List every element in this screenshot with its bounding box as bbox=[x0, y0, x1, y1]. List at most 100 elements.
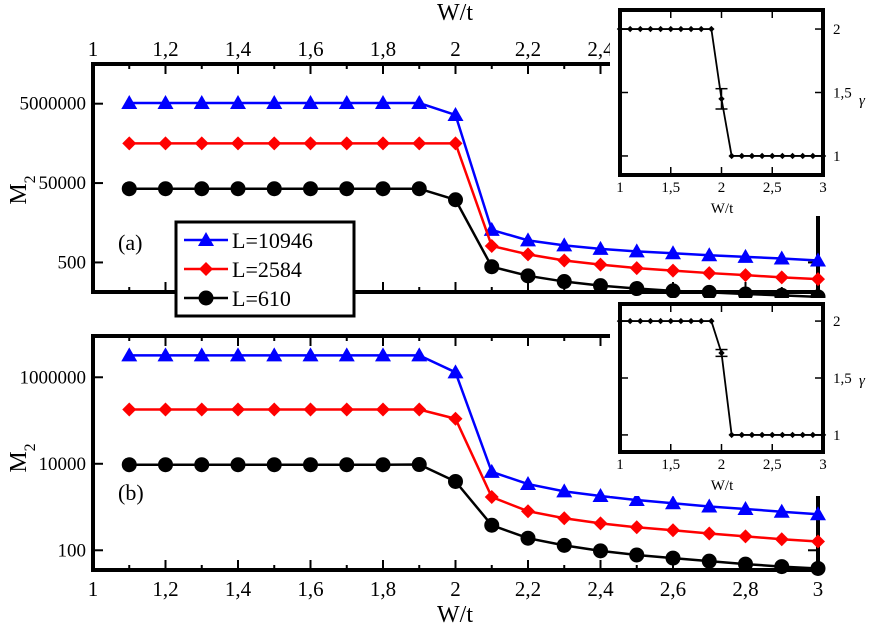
inset-b: 1 1,5 2 2,5 3 2 1,5 1 W/t γ bbox=[610, 298, 872, 496]
panel-b-xtick-label: 3 bbox=[813, 577, 824, 601]
inset-a-point bbox=[667, 25, 674, 33]
panel-a-point bbox=[121, 95, 138, 110]
panel-b-xtick-label: 2,2 bbox=[515, 577, 541, 601]
inset-b-point bbox=[657, 317, 664, 325]
panel-b-point bbox=[773, 503, 790, 518]
panel-b-series bbox=[121, 347, 826, 576]
panel-b-point bbox=[520, 476, 536, 491]
inset-b-point bbox=[819, 431, 827, 439]
panel-a-point bbox=[338, 95, 355, 110]
legend: L=10946 L=2584 L=610 bbox=[174, 220, 356, 318]
panel-a-point bbox=[737, 248, 754, 263]
panel-b-point bbox=[557, 511, 572, 526]
panel-b-point bbox=[158, 457, 173, 473]
panel-a-point bbox=[339, 181, 355, 197]
panel-a-point bbox=[738, 286, 753, 302]
panel-a-point bbox=[158, 136, 173, 151]
panel-a-point bbox=[521, 247, 535, 262]
panel-a-xtick-label-top: 1,8 bbox=[370, 37, 396, 61]
panel-b-xtick-label: 2,4 bbox=[587, 577, 614, 601]
inset-a-xtick-label: 1 bbox=[616, 180, 624, 196]
panel-b-point bbox=[267, 402, 282, 417]
panel-b-point bbox=[121, 347, 138, 362]
inset-a-ytick-label: 1,5 bbox=[833, 86, 852, 102]
inset-b-ytick-label: 2 bbox=[833, 314, 841, 330]
inset-b-point bbox=[647, 317, 654, 325]
panel-b-ticks: 1 1,2 1,4 1,6 1,8 2 2,2 2,4 2,6 2,8 3 1000000 10000 1… bbox=[20, 336, 824, 601]
panel-b-point bbox=[701, 553, 717, 569]
panel-a-top-xlabel: W/t bbox=[437, 0, 473, 26]
panel-a-point bbox=[375, 181, 391, 197]
inset-a-point bbox=[769, 152, 776, 160]
inset-b-point bbox=[809, 431, 817, 439]
inset-a-point bbox=[616, 25, 624, 33]
panel-a-point bbox=[557, 253, 572, 268]
inset-a-xtick-label: 2 bbox=[718, 180, 726, 196]
inset-b-point bbox=[667, 317, 674, 325]
inset-b-point bbox=[738, 431, 745, 439]
panel-a-point bbox=[266, 95, 283, 110]
panel-a-ylabel: M2 bbox=[6, 175, 39, 204]
inset-a-point bbox=[708, 25, 715, 33]
legend-label: L=10946 bbox=[232, 228, 313, 253]
inset-a-point bbox=[758, 152, 766, 160]
panel-b-point bbox=[376, 402, 390, 417]
panel-b-point bbox=[375, 347, 391, 362]
panel-b-point bbox=[339, 457, 355, 473]
inset-a-ytick-label: 2 bbox=[833, 22, 841, 38]
panel-b-xtick-label: 1,4 bbox=[225, 577, 252, 601]
panel-b-point bbox=[628, 492, 645, 507]
inset-b-xtick-label: 1,5 bbox=[661, 457, 680, 473]
inset-a-point bbox=[687, 25, 695, 33]
panel-b-point bbox=[593, 516, 608, 531]
panel-b-point bbox=[193, 347, 210, 362]
panel-b-xtick-label: 1 bbox=[88, 577, 99, 601]
inset-b-point bbox=[616, 317, 624, 325]
panel-a-ytick-label: 50000 bbox=[39, 173, 87, 194]
legend-label: L=610 bbox=[232, 286, 291, 311]
panel-a-point bbox=[702, 266, 717, 281]
legend-marker bbox=[198, 290, 214, 306]
panel-b-point bbox=[483, 463, 500, 478]
panel-b-point bbox=[375, 457, 391, 473]
panel-b-point bbox=[121, 457, 137, 473]
inset-a-point bbox=[647, 25, 654, 33]
panel-b-point bbox=[303, 457, 318, 473]
panel-b-point bbox=[194, 457, 210, 473]
panel-b-point bbox=[665, 495, 681, 510]
panel-a-ytick-label: 500 bbox=[58, 252, 87, 273]
panel-b-point bbox=[411, 347, 428, 362]
inset-b-xlabel: W/t bbox=[711, 478, 734, 494]
legend-marker bbox=[198, 232, 214, 246]
panel-b-point bbox=[302, 347, 319, 362]
inset-b-point bbox=[626, 317, 634, 325]
inset-b-xtick-label: 1 bbox=[616, 457, 624, 473]
panel-a-xtick-label-top: 2,4 bbox=[587, 37, 614, 61]
panel-b-point bbox=[339, 402, 354, 417]
panel-b-point bbox=[194, 402, 209, 417]
panel-a-point bbox=[266, 181, 282, 197]
panel-a-point bbox=[411, 181, 427, 197]
panel-b-xtick-label: 1,2 bbox=[152, 577, 178, 601]
panel-b-point bbox=[774, 532, 789, 547]
panel-a-xtick-label-top: 1,6 bbox=[297, 37, 323, 61]
panel-b-xtick-label: 2 bbox=[450, 577, 461, 601]
panel-b-point bbox=[810, 506, 826, 521]
panel-a-point bbox=[665, 245, 681, 260]
panel-a-point bbox=[628, 243, 645, 258]
legend-marker bbox=[199, 262, 213, 276]
panel-b-point bbox=[810, 560, 826, 576]
panel-a-series bbox=[121, 95, 826, 305]
inset-a-point bbox=[728, 152, 735, 160]
panel-a-xtick-label-top: 1 bbox=[88, 37, 99, 61]
inset-a-xtick-label: 3 bbox=[819, 180, 827, 196]
panel-b-point bbox=[738, 529, 753, 544]
inset-b-ytick-label: 1 bbox=[833, 428, 841, 444]
panel-b-point bbox=[266, 457, 282, 473]
inset-b-point bbox=[637, 317, 644, 325]
panel-a-point bbox=[556, 274, 572, 290]
inset-a-ticks: 1 1,5 2 2,5 3 2 1,5 1 bbox=[616, 10, 852, 196]
panel-b-point bbox=[737, 501, 754, 516]
panel-b-point bbox=[158, 402, 173, 417]
inset-a-point bbox=[626, 25, 634, 33]
